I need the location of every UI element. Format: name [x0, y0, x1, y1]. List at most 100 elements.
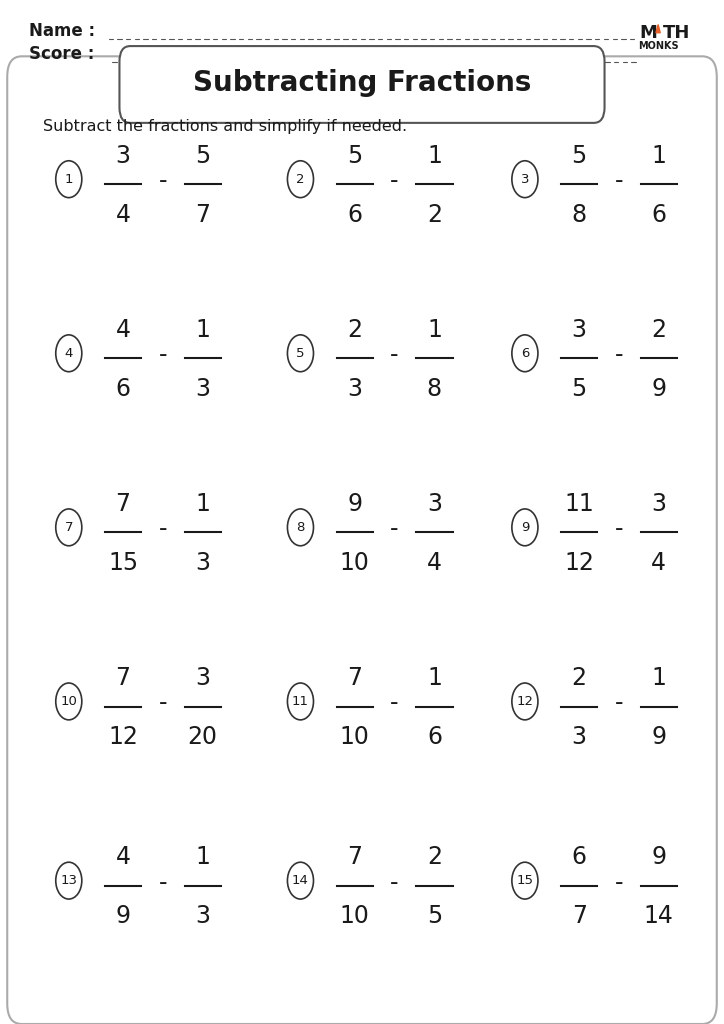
Text: 15: 15 [516, 874, 534, 887]
Text: 7: 7 [348, 666, 362, 690]
Circle shape [512, 335, 538, 372]
Text: -: - [390, 343, 399, 368]
Text: 1: 1 [64, 173, 73, 185]
Text: 2: 2 [348, 317, 362, 342]
Text: 3: 3 [116, 143, 130, 168]
Text: -: - [390, 169, 399, 194]
Text: 3: 3 [195, 904, 210, 929]
Text: 3: 3 [348, 377, 362, 401]
Text: 4: 4 [652, 551, 666, 575]
Text: 5: 5 [296, 347, 305, 359]
Text: Subtracting Fractions: Subtracting Fractions [193, 69, 531, 97]
Text: 1: 1 [195, 317, 210, 342]
Text: -: - [159, 517, 167, 542]
Circle shape [512, 862, 538, 899]
Text: 1: 1 [195, 845, 210, 869]
Text: Score :: Score : [29, 45, 94, 63]
Text: -: - [159, 169, 167, 194]
Text: 5: 5 [571, 377, 587, 401]
Text: 6: 6 [116, 377, 130, 401]
Text: 13: 13 [60, 874, 77, 887]
Text: 14: 14 [644, 904, 674, 929]
Circle shape [512, 509, 538, 546]
Text: 12: 12 [108, 725, 138, 750]
Text: 2: 2 [427, 203, 442, 227]
Text: 12: 12 [516, 695, 534, 708]
Text: 5: 5 [347, 143, 363, 168]
Text: 1: 1 [652, 143, 666, 168]
Text: 9: 9 [348, 492, 362, 516]
Text: 10: 10 [340, 551, 370, 575]
Text: 7: 7 [348, 845, 362, 869]
Text: 2: 2 [652, 317, 666, 342]
Text: 7: 7 [195, 203, 210, 227]
Text: -: - [615, 169, 623, 194]
Circle shape [56, 335, 82, 372]
Text: 11: 11 [292, 695, 309, 708]
Text: 1: 1 [427, 317, 442, 342]
Text: -: - [390, 517, 399, 542]
Text: 5: 5 [426, 904, 442, 929]
Text: 1: 1 [652, 666, 666, 690]
Text: M: M [639, 24, 657, 42]
Text: 3: 3 [652, 492, 666, 516]
Text: 4: 4 [116, 203, 130, 227]
Text: 3: 3 [427, 492, 442, 516]
Text: 7: 7 [572, 904, 586, 929]
Text: -: - [615, 517, 623, 542]
Circle shape [56, 862, 82, 899]
Text: 2: 2 [572, 666, 586, 690]
Text: 4: 4 [64, 347, 73, 359]
Text: 9: 9 [652, 725, 666, 750]
FancyBboxPatch shape [119, 46, 605, 123]
Text: 12: 12 [564, 551, 594, 575]
Circle shape [287, 862, 313, 899]
Text: 11: 11 [564, 492, 594, 516]
Text: 20: 20 [188, 725, 218, 750]
Text: 6: 6 [348, 203, 362, 227]
Text: 3: 3 [521, 173, 529, 185]
Text: 8: 8 [296, 521, 305, 534]
Text: 15: 15 [108, 551, 138, 575]
Text: -: - [159, 691, 167, 716]
Text: 3: 3 [195, 377, 210, 401]
Circle shape [512, 161, 538, 198]
Text: 4: 4 [116, 317, 130, 342]
Text: 3: 3 [572, 317, 586, 342]
Text: 9: 9 [652, 377, 666, 401]
Text: TH: TH [662, 24, 690, 42]
Text: 1: 1 [427, 666, 442, 690]
Text: 9: 9 [652, 845, 666, 869]
Text: 8: 8 [427, 377, 442, 401]
Text: 6: 6 [652, 203, 666, 227]
Polygon shape [656, 25, 660, 33]
Text: 6: 6 [572, 845, 586, 869]
Circle shape [287, 509, 313, 546]
Text: 5: 5 [195, 143, 211, 168]
Text: Date :: Date : [290, 45, 346, 63]
Circle shape [287, 161, 313, 198]
Text: 9: 9 [116, 904, 130, 929]
Text: -: - [159, 870, 167, 895]
Text: 7: 7 [64, 521, 73, 534]
Text: -: - [615, 691, 623, 716]
Text: -: - [615, 343, 623, 368]
Text: 6: 6 [427, 725, 442, 750]
Text: 3: 3 [195, 551, 210, 575]
Text: 3: 3 [195, 666, 210, 690]
Text: 7: 7 [116, 492, 130, 516]
Text: 4: 4 [116, 845, 130, 869]
Text: 10: 10 [340, 904, 370, 929]
Text: 5: 5 [571, 143, 587, 168]
Text: 14: 14 [292, 874, 309, 887]
Circle shape [56, 683, 82, 720]
Text: 9: 9 [521, 521, 529, 534]
Text: Name :: Name : [29, 22, 95, 40]
FancyBboxPatch shape [7, 56, 717, 1024]
Circle shape [287, 335, 313, 372]
Text: 2: 2 [427, 845, 442, 869]
Text: -: - [615, 870, 623, 895]
Circle shape [56, 161, 82, 198]
Circle shape [512, 683, 538, 720]
Text: 10: 10 [60, 695, 77, 708]
